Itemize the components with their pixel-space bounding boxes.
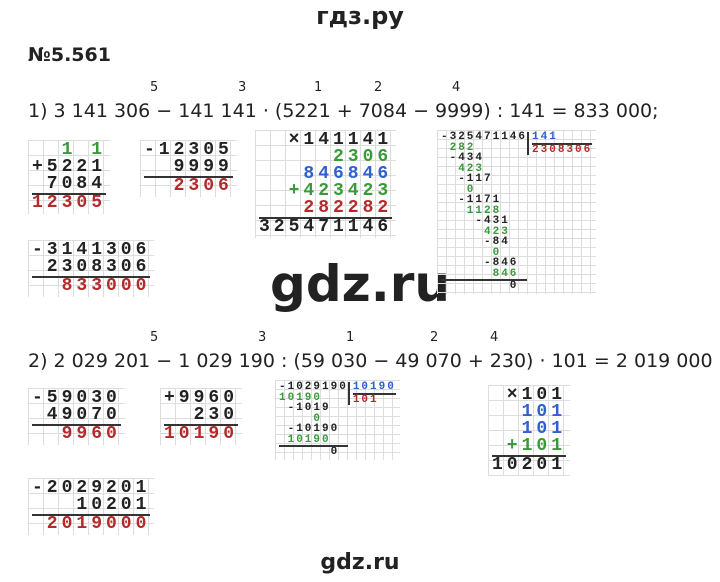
calc-row: -12305 [144,140,233,160]
calc-body: -2029201 10201 2019000 [32,478,151,534]
calc-row: ×101 [506,385,567,405]
calc-body: ×141141 2306 846846 +423423 282282 325471146 [259,130,393,237]
calculation: -59030 49070 9960 [28,388,125,445]
divisor-block: 141 2308306 [527,132,593,156]
calc-row: 7084 [32,175,107,195]
calc-row: 1 1 [61,140,107,160]
calculation: -325471146 282 -434 423 -117 0 -1171 1128 -431 42… [437,130,596,294]
calc-row: +423423 [288,181,393,201]
calc-body: -3141306 2308306 833000 [32,240,151,296]
order-mark: 1 [314,80,323,95]
calc-row: 0 [330,446,340,458]
calc-row: 230 [164,406,239,426]
calc-row: 9999 [144,158,233,178]
calc-row: -10190 [287,423,340,435]
calc-row: -59030 [32,388,121,408]
calculation: ×101 101 101 +101 10201 [488,385,570,476]
quotient: 101 [352,393,379,406]
calc-row: 0 [492,246,502,259]
calc-row: 1128 [466,204,502,217]
site-title: гдз.ру [316,2,404,30]
calculation: -3141306 2308306 833000 [28,240,154,297]
divisor-block: 10190 101 [347,381,396,406]
order-mark: 3 [258,330,267,345]
calc-row: 846 [441,268,528,281]
calc-row: 10190 [164,424,239,444]
calc-row: 49070 [32,406,121,426]
calculation: ×141141 2306 846846 +423423 282282 325471146 [255,130,396,238]
problem-number: №5.561 [28,44,111,66]
calc-row: 10201 [32,496,151,516]
calc-body: -325471146 282 -434 423 -117 0 -1171 1128 -431 42… [441,131,528,292]
order-mark: 4 [490,330,499,345]
order-mark: 3 [238,80,247,95]
calc-row: -1029190 [279,381,348,393]
calc-row: 101 [521,419,567,439]
calc-row: -434 [449,152,484,164]
calc-body: 1 1 +5221 7084 12305 [32,140,107,213]
calc-row: +5221 [32,157,107,177]
divisor: 10190 [352,381,396,395]
calc-row: -431 [475,215,510,227]
divisor: 141 [532,132,593,145]
order-mark: 5 [150,330,159,345]
calc-row: -1171 [458,194,502,206]
order-mark: 4 [452,80,461,95]
calc-row: +101 [492,437,567,457]
expression: 2) 2 029 201 − 1 029 190 : (59 030 − 49 … [28,350,713,372]
expression: 1) 3 141 306 − 141 141 · (5221 + 7084 − … [28,100,659,122]
calculation: -1029190 10190 -1019 0 -10190 10190 0 10190 101 [275,380,400,460]
calc-row: -325471146 [441,131,528,143]
order-mark: 2 [430,330,439,345]
calc-row: 282 [449,141,476,154]
calc-body: -12305 9999 2306 [144,140,233,196]
calculation: -2029201 10201 2019000 [28,478,154,535]
calc-row: ×141141 [288,130,393,150]
calc-row: -2029201 [32,478,151,498]
watermark: gdz.ru [270,255,450,313]
calc-row: -1019 [287,402,331,414]
calc-row: 101 [521,402,567,422]
calc-row: 325471146 [259,217,393,237]
order-mark: 5 [150,80,159,95]
calc-row: -117 [458,173,493,185]
calc-row: 10201 [492,455,567,475]
calculation: -12305 9999 2306 [140,140,237,197]
calc-row: -3141306 [32,240,151,260]
calc-row: 423 [484,225,510,238]
calc-row: 423 [458,162,484,175]
calc-row: 282282 [259,199,393,219]
calc-row: 0 [509,280,519,292]
calc-row: 2306 [333,147,393,167]
calc-row: 0 [313,412,322,425]
calc-row: +9960 [164,388,239,408]
calc-row: -846 [484,257,519,269]
calculation: 1 1 +5221 7084 12305 [28,140,110,214]
calc-row: 12305 [32,193,107,213]
calc-row: 10190 [279,434,348,447]
calc-row: 0 [466,183,476,196]
calc-body: -1029190 10190 -1019 0 -10190 10190 0 [279,382,348,458]
calc-row: 2019000 [46,514,151,534]
order-mark: 1 [346,330,355,345]
calc-row: 10190 [279,391,323,404]
order-mark: 2 [374,80,383,95]
footer: gdz.ru [320,550,400,575]
calc-row: 2308306 [32,258,151,278]
calc-body: +9960 230 10190 [164,388,239,444]
calc-row: -84 [484,236,510,248]
quotient: 2308306 [532,143,593,156]
calculation: +9960 230 10190 [160,388,242,445]
calc-row: 833000 [61,276,151,296]
calc-row: 846846 [303,164,393,184]
calc-body: ×101 101 101 +101 10201 [492,385,567,475]
calc-row: 2306 [173,176,233,196]
calc-row: 9960 [61,424,121,444]
calc-body: -59030 49070 9960 [32,388,121,444]
